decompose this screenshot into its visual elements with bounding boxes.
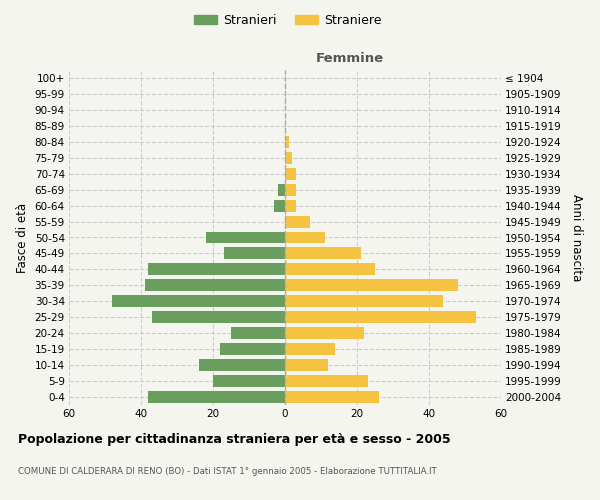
Bar <box>285 184 296 196</box>
Bar <box>231 327 285 339</box>
Bar <box>285 359 328 371</box>
Bar <box>285 152 292 164</box>
Bar <box>112 296 285 308</box>
Bar <box>148 264 285 276</box>
Bar <box>285 200 296 211</box>
Bar <box>206 232 285 243</box>
Bar <box>199 359 285 371</box>
Bar <box>285 312 476 323</box>
Bar <box>285 391 379 403</box>
Bar <box>285 327 364 339</box>
Bar <box>220 343 285 355</box>
Bar <box>285 136 289 148</box>
Bar <box>285 296 443 308</box>
Bar <box>224 248 285 260</box>
Bar <box>274 200 285 211</box>
Bar <box>278 184 285 196</box>
Bar <box>145 280 285 291</box>
Text: Femmine: Femmine <box>316 52 384 65</box>
Bar <box>213 375 285 387</box>
Y-axis label: Fasce di età: Fasce di età <box>16 202 29 272</box>
Bar <box>285 343 335 355</box>
Bar <box>285 216 310 228</box>
Bar <box>285 264 375 276</box>
Bar <box>285 232 325 243</box>
Y-axis label: Anni di nascita: Anni di nascita <box>570 194 583 281</box>
Text: COMUNE DI CALDERARA DI RENO (BO) - Dati ISTAT 1° gennaio 2005 - Elaborazione TUT: COMUNE DI CALDERARA DI RENO (BO) - Dati … <box>18 468 437 476</box>
Legend: Stranieri, Straniere: Stranieri, Straniere <box>190 8 386 32</box>
Text: Popolazione per cittadinanza straniera per età e sesso - 2005: Popolazione per cittadinanza straniera p… <box>18 432 451 446</box>
Bar <box>285 248 361 260</box>
Bar <box>285 375 368 387</box>
Bar <box>148 391 285 403</box>
Bar <box>285 168 296 179</box>
Bar <box>285 280 458 291</box>
Bar <box>152 312 285 323</box>
